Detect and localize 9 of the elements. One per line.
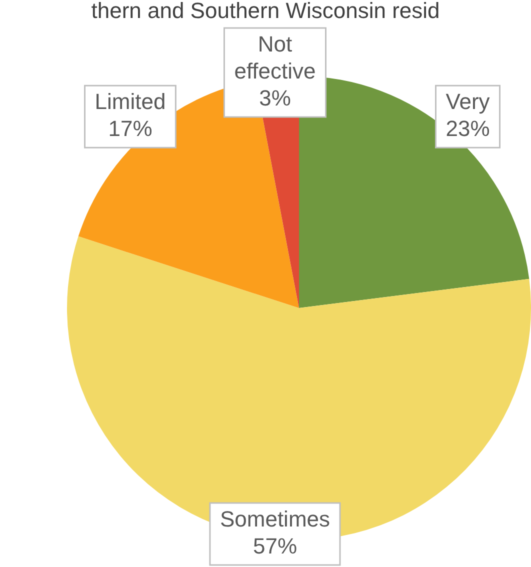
data-label: 3% xyxy=(259,86,291,111)
slice-label: Sometimes xyxy=(220,506,330,532)
slice-label: Very xyxy=(446,89,490,114)
data-label: 23% xyxy=(446,116,490,142)
data-label: 57% xyxy=(252,534,298,559)
chart-title: thern and Southern Wisconsin resid xyxy=(91,0,440,24)
slice-label: Not effective xyxy=(234,32,316,84)
data-label: 17% xyxy=(108,116,152,142)
slice-label: Limited xyxy=(94,89,166,114)
